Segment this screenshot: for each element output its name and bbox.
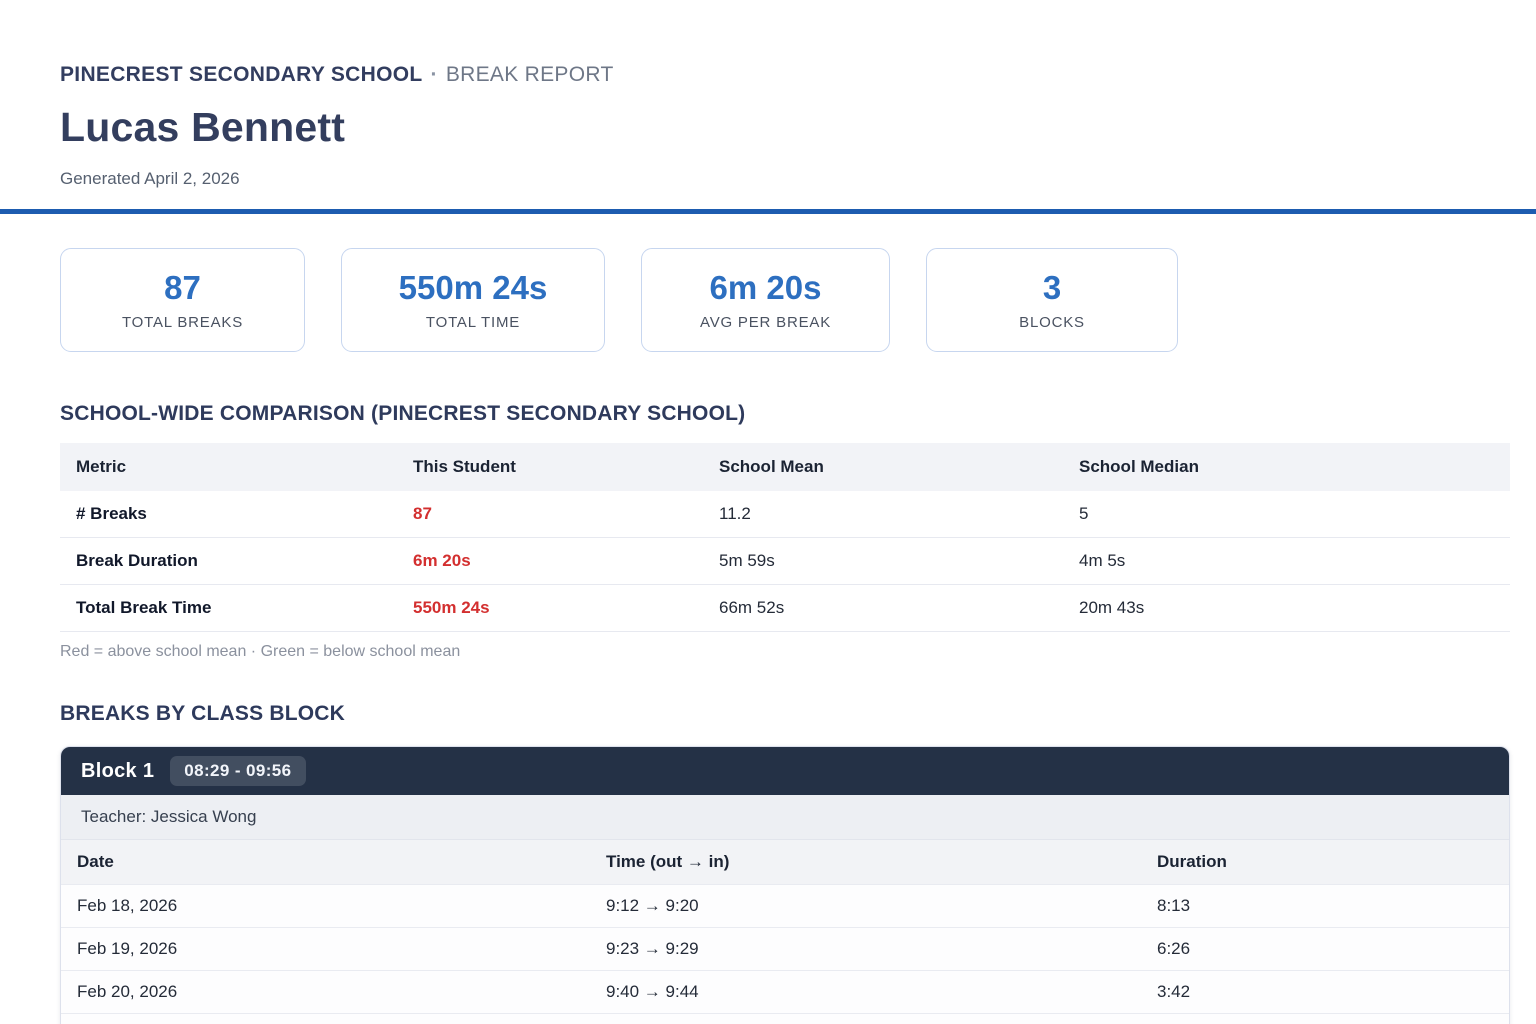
stat-label: BLOCKS [1019,314,1085,331]
comparison-section-title: SCHOOL-WIDE COMPARISON (PINECREST SECOND… [60,402,746,425]
break-time: 9:12 → 9:20 [606,896,699,915]
student-value: 550m 24s [413,598,490,617]
table-row: Total Break Time 550m 24s 66m 52s 20m 43… [60,585,1510,632]
color-legend: Red = above school mean · Green = below … [60,643,461,660]
break-time: 9:23 → 9:29 [606,939,699,958]
generated-date: Generated April 2, 2026 [60,169,240,188]
block-header: Block 1 08:29 - 09:56 [61,747,1509,795]
column-header-duration: Duration [1157,852,1227,871]
column-header-this-student: This Student [413,457,516,476]
stat-value: 87 [164,269,201,306]
student-name: Lucas Bennett [60,104,346,150]
stat-value: 6m 20s [709,269,822,306]
break-duration: 8:13 [1157,896,1191,915]
block-card-block-1: Block 1 08:29 - 09:56 Teacher: Jessica W… [60,746,1510,1024]
column-header-school-mean: School Mean [719,457,824,476]
stat-label: TOTAL TIME [425,314,521,331]
column-header-metric: Metric [76,457,127,476]
stat-card-total-time: 550m 24s TOTAL TIME [341,248,605,352]
break-date: Feb 18, 2026 [77,896,178,915]
school-median-value: 4m 5s [1079,551,1126,570]
stat-value: 550m 24s [398,269,548,306]
school-mean-value: 66m 52s [719,598,785,617]
metric-name: # Breaks [76,504,147,523]
table-row: Feb 20, 2026 9:40 → 9:44 3:42 [61,971,1509,1014]
break-date: Feb 19, 2026 [77,939,178,958]
school-median-value: 20m 43s [1079,598,1145,617]
stat-value: 3 [1042,269,1062,306]
break-time: 9:40 → 9:44 [606,982,699,1001]
stat-card-total-breaks: 87 TOTAL BREAKS [60,248,305,352]
header-divider [0,209,1536,214]
table-row: Feb 19, 2026 9:23 → 9:29 6:26 [61,928,1509,971]
stat-label: AVG PER BREAK [700,314,831,331]
column-header-time: Time (out → in) [606,852,730,871]
metric-name: Total Break Time [76,598,212,617]
school-mean-value: 11.2 [719,504,751,523]
table-row: Feb 18, 2026 9:12 → 9:20 8:13 [61,885,1509,928]
block-time-range-badge: 08:29 - 09:56 [170,756,306,786]
block-name: Block 1 [81,759,155,782]
stat-card-blocks: 3 BLOCKS [926,248,1178,352]
school-mean-value: 5m 59s [719,551,775,570]
report-eyebrow: PINECREST SECONDARY SCHOOL · BREAK REPORT [60,62,1476,88]
stat-label: TOTAL BREAKS [121,314,244,331]
comparison-header-row: Metric This Student School Mean School M… [60,443,1510,491]
table-row: Break Duration 6m 20s 5m 59s 4m 5s [60,538,1510,585]
blocks-section-title: BREAKS BY CLASS BLOCK [60,702,346,725]
block-table-header-row: Date Time (out → in) Duration [61,840,1509,885]
eyebrow-separator: · [430,63,438,86]
comparison-table: Metric This Student School Mean School M… [60,443,1510,632]
metric-name: Break Duration [76,551,198,570]
stat-cards-row: 87 TOTAL BREAKS 550m 24s TOTAL TIME 6m 2… [60,248,1476,352]
stat-card-avg-per-break: 6m 20s AVG PER BREAK [641,248,890,352]
school-median-value: 5 [1079,504,1089,523]
break-date: Feb 20, 2026 [77,982,178,1001]
table-row: # Breaks 87 11.2 5 [60,491,1510,538]
table-row-clipped [61,1014,1509,1024]
break-duration: 6:26 [1157,939,1191,958]
column-header-date: Date [77,852,114,871]
student-value: 87 [413,504,432,523]
report-type-label: BREAK REPORT [445,63,614,86]
school-name: PINECREST SECONDARY SCHOOL [60,63,423,86]
column-header-school-median: School Median [1079,457,1199,476]
student-value: 6m 20s [413,551,471,570]
block-teacher: Teacher: Jessica Wong [61,795,1509,840]
report-header: PINECREST SECONDARY SCHOOL · BREAK REPORT … [0,0,1536,214]
break-duration: 3:42 [1157,982,1191,1001]
